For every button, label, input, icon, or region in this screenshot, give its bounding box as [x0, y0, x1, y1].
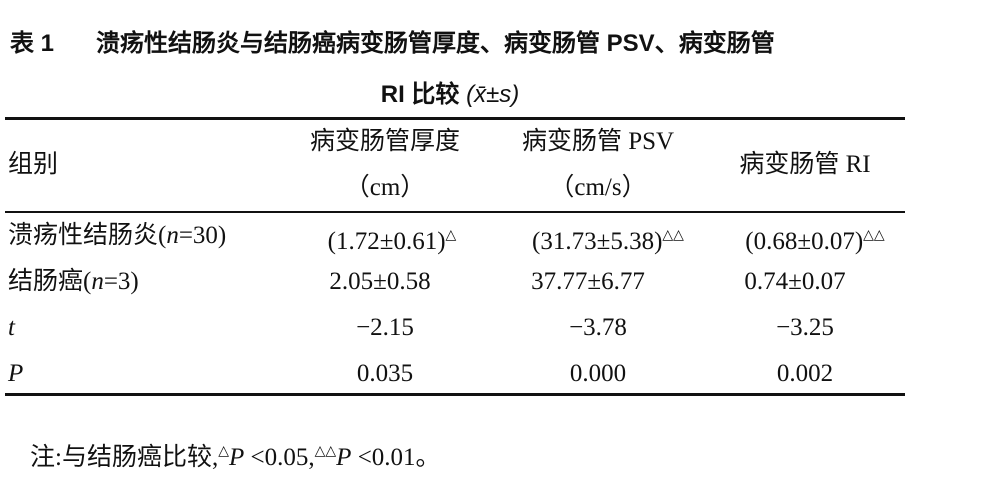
column-header: 病变肠管 RI — [739, 151, 871, 178]
note: 注:与结肠癌比较,△P <0.05,△△P <0.01。 — [30, 437, 441, 473]
bottom-rule — [5, 393, 905, 396]
row-label: t — [8, 314, 15, 341]
text: P — [228, 444, 245, 471]
mark: △ — [445, 228, 457, 243]
title-stat: (x̄±s) — [466, 81, 520, 108]
value: (0.68±0.07) — [745, 228, 864, 255]
cell: (0.68±0.07)△△ — [745, 221, 884, 257]
column-header: 病变肠管厚度 — [309, 128, 461, 155]
title-line2: RI 比较 (x̄±s) — [381, 80, 520, 110]
mark: △△ — [314, 444, 337, 459]
row-label: P — [8, 360, 24, 387]
table-label: 表 1 — [10, 30, 55, 57]
text: 结肠癌( — [8, 268, 92, 295]
cell: 0.035 — [356, 360, 414, 387]
text: =3) — [103, 268, 139, 295]
cell: 0.000 — [569, 360, 627, 387]
top-rule — [5, 117, 905, 120]
cell: (31.73±5.38)△△ — [532, 221, 684, 257]
text: =30) — [178, 222, 227, 249]
header-rule — [5, 211, 905, 213]
row-label: 结肠癌(n=3) — [8, 267, 139, 297]
cell: −3.25 — [776, 314, 834, 341]
value: (1.72±0.61) — [327, 228, 446, 255]
value: (31.73±5.38) — [532, 228, 663, 255]
cell: 0.74±0.07 — [744, 268, 846, 295]
cell: (1.72±0.61)△ — [328, 221, 457, 257]
column-header: 组别 — [8, 151, 59, 178]
cell: −3.78 — [569, 314, 627, 341]
mark: △△ — [662, 228, 684, 243]
cell: −2.15 — [356, 314, 414, 341]
column-unit: （cm/s） — [549, 174, 647, 201]
row-label: 溃疡性结肠炎(n=30) — [8, 221, 226, 251]
text: n — [166, 222, 179, 249]
mark: △ — [218, 444, 229, 459]
title: RI 比较 — [380, 81, 460, 108]
title: 溃疡性结肠炎与结肠癌病变肠管厚度、病变肠管 PSV、病变肠管 — [96, 30, 775, 57]
text: n — [91, 268, 104, 295]
column-unit: （cm） — [344, 174, 426, 201]
text: <0.01。 — [351, 444, 441, 471]
cell: 37.77±6.77 — [531, 268, 645, 295]
column-header: 病变肠管 PSV — [521, 128, 675, 155]
mark: △△ — [863, 228, 885, 243]
text: 注:与结肠癌比较, — [30, 444, 219, 471]
text: 溃疡性结肠炎( — [8, 222, 167, 249]
text: <0.05, — [244, 444, 315, 471]
text: P — [336, 444, 352, 471]
cell: 0.002 — [776, 360, 834, 387]
cell: 2.05±0.58 — [329, 268, 431, 295]
